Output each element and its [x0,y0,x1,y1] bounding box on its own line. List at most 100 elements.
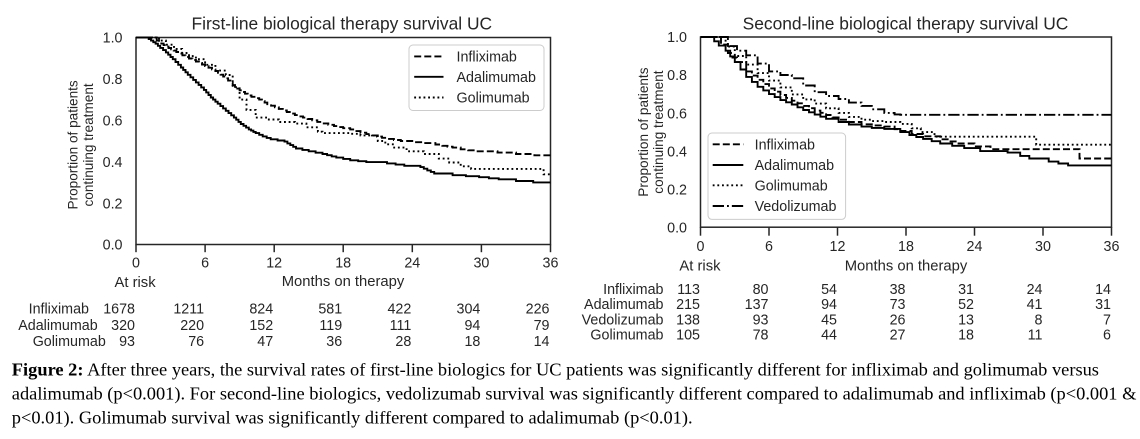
svg-text:continuing treatment: continuing treatment [81,83,96,206]
svg-text:0.4: 0.4 [667,144,687,160]
svg-text:6: 6 [201,256,209,272]
svg-text:38: 38 [890,282,906,298]
svg-text:18: 18 [898,239,914,255]
svg-text:0.0: 0.0 [667,220,687,236]
svg-text:28: 28 [395,334,411,350]
svg-text:Months on therapy: Months on therapy [845,258,968,274]
svg-text:0.8: 0.8 [103,72,123,88]
svg-text:94: 94 [821,297,837,313]
svg-text:14: 14 [534,334,550,350]
svg-text:First-line biological therapy: First-line biological therapy survival U… [192,14,493,34]
svg-text:7: 7 [1103,312,1111,328]
svg-text:304: 304 [457,302,481,318]
svg-text:24: 24 [404,256,420,272]
svg-text:1.0: 1.0 [103,31,123,47]
svg-text:152: 152 [249,318,273,334]
svg-text:Golimumab: Golimumab [590,328,663,344]
svg-text:824: 824 [249,302,273,318]
svg-text:Infliximab: Infliximab [603,282,663,298]
svg-text:320: 320 [111,318,135,334]
svg-text:Adalimumab: Adalimumab [457,70,537,86]
svg-text:31: 31 [1095,297,1111,313]
svg-text:0.0: 0.0 [103,238,123,254]
svg-text:220: 220 [180,318,204,334]
svg-text:45: 45 [821,312,837,328]
svg-text:adalimumab (p<0.001). For seco: adalimumab (p<0.001). For second-line bi… [12,384,1137,405]
svg-text:80: 80 [753,282,769,298]
svg-text:47: 47 [257,334,273,350]
svg-text:94: 94 [464,318,480,334]
svg-text:12: 12 [266,256,282,272]
svg-text:6: 6 [1103,328,1111,344]
svg-text:73: 73 [890,297,906,313]
svg-text:24: 24 [1027,282,1043,298]
svg-text:Golimumab: Golimumab [457,91,530,107]
svg-text:18: 18 [464,334,480,350]
svg-text:18: 18 [335,256,351,272]
svg-text:continuing treatment: continuing treatment [651,70,666,193]
svg-text:41: 41 [1027,297,1043,313]
svg-text:0.8: 0.8 [667,68,687,84]
svg-text:0: 0 [697,239,705,255]
svg-text:14: 14 [1095,282,1111,298]
svg-text:p<0.01). Golimumab survival wa: p<0.01). Golimumab survival was signific… [12,407,693,428]
svg-text:26: 26 [890,312,906,328]
svg-text:30: 30 [1035,239,1051,255]
svg-text:36: 36 [326,334,342,350]
svg-text:Golimumab: Golimumab [755,179,828,195]
svg-text:Adalimumab: Adalimumab [755,158,835,174]
svg-text:Months on therapy: Months on therapy [282,274,405,290]
svg-text:0.6: 0.6 [667,106,687,122]
svg-text:Figure 2: After three years, t: Figure 2: After three years, the surviva… [12,359,1099,379]
svg-text:105: 105 [676,328,700,344]
svg-text:1211: 1211 [173,302,204,318]
svg-text:215: 215 [676,297,700,313]
svg-text:Adalimumab: Adalimumab [18,318,98,334]
svg-text:93: 93 [753,312,769,328]
svg-text:30: 30 [473,256,489,272]
svg-text:54: 54 [821,282,837,298]
svg-text:137: 137 [745,297,769,313]
svg-text:31: 31 [958,282,974,298]
svg-text:Second-line biological therapy: Second-line biological therapy survival … [743,14,1069,34]
svg-text:52: 52 [958,297,974,313]
svg-text:24: 24 [967,239,983,255]
svg-text:79: 79 [534,318,550,334]
svg-text:27: 27 [890,328,906,344]
svg-text:119: 119 [319,318,342,334]
svg-text:422: 422 [387,302,411,318]
svg-text:6: 6 [765,239,773,255]
svg-text:Adalimumab: Adalimumab [584,297,664,313]
svg-text:Proportion of patients: Proportion of patients [66,80,81,209]
svg-text:93: 93 [119,334,135,350]
svg-text:1.0: 1.0 [667,30,687,46]
svg-text:12: 12 [830,239,846,255]
svg-text:36: 36 [543,256,559,272]
svg-text:Infliximab: Infliximab [457,50,517,66]
svg-text:Vedolizumab: Vedolizumab [582,312,664,328]
svg-text:76: 76 [188,334,204,350]
svg-text:At risk: At risk [115,275,157,291]
svg-text:11: 11 [1028,328,1043,344]
svg-text:111: 111 [390,318,412,334]
svg-text:At risk: At risk [679,259,721,275]
svg-text:Golimumab: Golimumab [33,334,106,350]
svg-text:138: 138 [676,312,700,328]
svg-text:Infliximab: Infliximab [29,302,89,318]
svg-text:36: 36 [1104,239,1120,255]
svg-text:Vedolizumab: Vedolizumab [755,199,837,215]
svg-text:78: 78 [753,328,769,344]
svg-text:581: 581 [318,302,342,318]
svg-text:0: 0 [132,256,140,272]
svg-text:0.6: 0.6 [103,114,123,130]
svg-text:44: 44 [821,328,837,344]
svg-text:8: 8 [1035,312,1043,328]
svg-text:226: 226 [526,302,550,318]
svg-text:0.2: 0.2 [103,196,123,212]
svg-text:1678: 1678 [103,302,135,318]
svg-text:113: 113 [677,282,700,298]
svg-text:Proportion of patients: Proportion of patients [636,67,651,196]
svg-text:13: 13 [958,312,974,328]
svg-text:0.2: 0.2 [667,182,687,198]
svg-text:18: 18 [958,328,974,344]
